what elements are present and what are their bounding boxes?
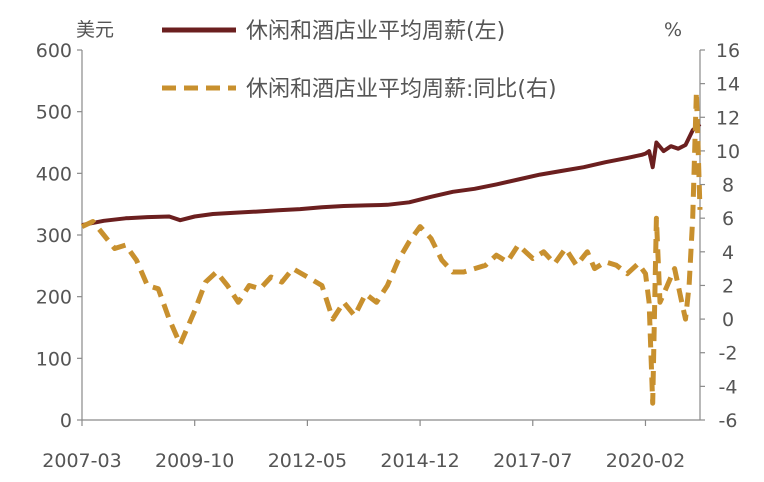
- legend-label-right-series: 休闲和酒店业平均周薪:同比(右): [246, 77, 557, 102]
- right-tick-label: -6: [719, 410, 738, 432]
- right-tick-label: 6: [722, 208, 734, 230]
- x-tick-label: 2020-02: [606, 450, 685, 472]
- right-tick-label: -2: [719, 343, 738, 365]
- legend: 休闲和酒店业平均周薪(左) 休闲和酒店业平均周薪:同比(右): [162, 19, 557, 102]
- right-tick-label: 16: [716, 40, 740, 62]
- left-tick-label: 400: [36, 163, 72, 185]
- right-tick-label: 10: [716, 141, 740, 163]
- x-tick-label: 2017-07: [493, 450, 572, 472]
- right-tick-label: 4: [722, 242, 734, 264]
- right-tick-label: 8: [722, 175, 734, 197]
- x-tick-label: 2014-12: [380, 450, 459, 472]
- series-line-weekly-wage: [81, 122, 702, 228]
- right-tick-label: 0: [722, 309, 734, 331]
- right-tick-label: 2: [722, 275, 734, 297]
- legend-label-left-series: 休闲和酒店业平均周薪(左): [246, 19, 505, 44]
- left-axis-unit: 美元: [76, 19, 114, 41]
- left-tick-label: 100: [36, 348, 72, 370]
- left-tick-label: 500: [36, 102, 72, 124]
- left-tick-label: 0: [60, 410, 72, 432]
- right-tick-label: 12: [716, 107, 740, 129]
- plot-area: [80, 89, 703, 406]
- x-tick-label: 2007-03: [42, 450, 121, 472]
- right-axis-unit: %: [664, 19, 682, 41]
- series-line-yoy: [80, 89, 703, 406]
- x-tick-label: 2012-05: [268, 450, 347, 472]
- right-tick-label: -4: [719, 376, 738, 398]
- right-tick-label: 14: [716, 74, 740, 96]
- left-tick-label: 300: [36, 225, 72, 247]
- left-tick-label: 600: [36, 40, 72, 62]
- axes: 600 500 400 300 200 100 0 16 14 12 10 8 6 4 2 0 -2 -4 -6 20…: [36, 40, 740, 472]
- left-tick-label: 200: [36, 287, 72, 309]
- x-tick-label: 2009-10: [155, 450, 234, 472]
